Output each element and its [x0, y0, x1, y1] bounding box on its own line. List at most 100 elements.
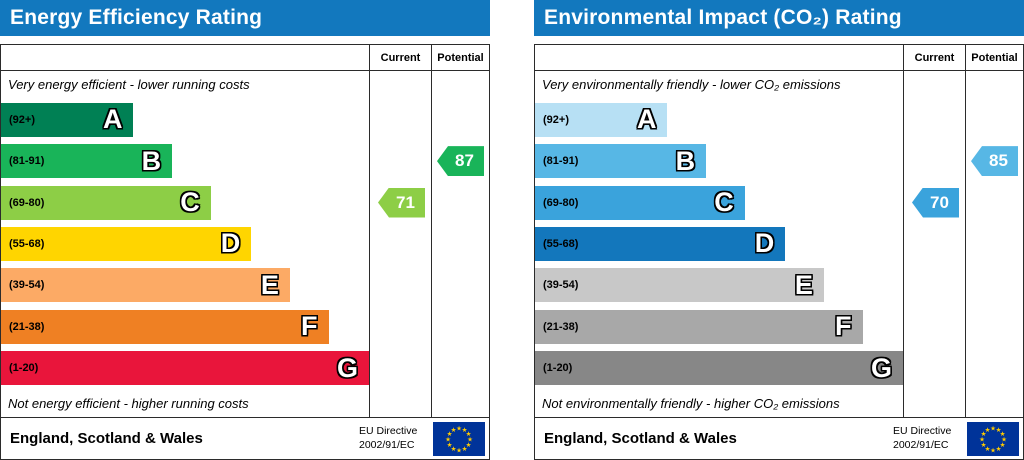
rating-band-a: (92+) A — [1, 99, 369, 140]
band-bar-a: (92+) A — [1, 102, 134, 137]
rating-band-b: (81-91) B — [535, 140, 903, 181]
band-bar-e: (39-54) E — [535, 268, 824, 303]
band-letter: A — [102, 104, 123, 135]
potential-rating-pointer: 87 — [437, 146, 484, 177]
svg-text:★: ★ — [981, 441, 987, 448]
region-label: England, Scotland & Wales — [10, 430, 203, 447]
band-range-label: (39-54) — [9, 279, 45, 292]
band-letter: A — [636, 104, 657, 135]
potential-column: 87 — [431, 71, 489, 417]
rating-bands: (92+) A (81-91) B (69-80) C — [1, 98, 369, 390]
svg-text:★: ★ — [456, 425, 462, 432]
svg-text:★: ★ — [996, 445, 1002, 452]
top-note: Very energy efficient - lower running co… — [8, 77, 250, 92]
rating-body: Very energy efficient - lower running co… — [1, 71, 489, 417]
band-zone: Very energy efficient - lower running co… — [1, 71, 369, 417]
band-bar-g: (1-20) G — [535, 351, 903, 386]
rating-band-e: (39-54) E — [1, 265, 369, 306]
eu-directive-line1: EU Directive — [893, 424, 952, 437]
potential-column: 85 — [965, 71, 1023, 417]
svg-text:★: ★ — [451, 426, 457, 433]
energy-efficiency-chart: Energy Efficiency Rating Current Potenti… — [0, 0, 490, 460]
band-letter: F — [301, 311, 318, 342]
rating-band-e: (39-54) E — [535, 265, 903, 306]
band-letter: C — [180, 187, 200, 218]
svg-text:★: ★ — [467, 436, 473, 443]
band-letter: B — [675, 145, 696, 176]
band-bar-f: (21-38) F — [1, 309, 329, 344]
rating-bands: (92+) A (81-91) B (69-80) C — [535, 98, 903, 390]
band-bar-e: (39-54) E — [1, 268, 290, 303]
band-range-label: (92+) — [543, 113, 569, 126]
svg-text:★: ★ — [990, 425, 996, 432]
svg-text:★: ★ — [1000, 441, 1006, 448]
footer: England, Scotland & Wales EU Directive 2… — [535, 417, 1023, 459]
band-letter: D — [220, 228, 241, 259]
eu-flag-cell: ★ ★ ★ ★ ★ ★ ★ ★ ★ ★ ★ ★ — [963, 421, 1023, 456]
column-header-row: Current Potential — [535, 45, 1023, 71]
bottom-note: Not energy efficient - higher running co… — [8, 396, 249, 411]
current-column-header: Current — [369, 45, 431, 70]
band-bar-a: (92+) A — [535, 102, 668, 137]
rating-band-c: (69-80) C — [1, 182, 369, 223]
rating-band-f: (21-38) F — [535, 306, 903, 347]
potential-column-header: Potential — [965, 45, 1023, 70]
band-range-label: (55-68) — [543, 237, 579, 250]
band-range-label: (1-20) — [9, 362, 39, 375]
current-rating-pointer: 70 — [912, 187, 959, 218]
band-range-label: (81-91) — [9, 155, 45, 168]
band-letter: B — [141, 145, 162, 176]
potential-rating-pointer: 85 — [971, 146, 1018, 177]
environmental-impact-chart: Environmental Impact (CO₂) Rating Curren… — [534, 0, 1024, 460]
band-range-label: (69-80) — [9, 196, 45, 209]
svg-text:★: ★ — [451, 445, 457, 452]
header-spacer — [1, 45, 369, 70]
eu-directive-label: EU Directive 2002/91/EC — [893, 425, 963, 452]
band-range-label: (39-54) — [543, 279, 579, 292]
chart-title: Environmental Impact (CO₂) Rating — [534, 0, 1024, 36]
band-bar-g: (1-20) G — [1, 351, 369, 386]
potential-column-header: Potential — [431, 45, 489, 70]
svg-text:★: ★ — [456, 447, 462, 454]
svg-text:★: ★ — [447, 441, 453, 448]
band-bar-d: (55-68) D — [535, 226, 786, 261]
rating-band-a: (92+) A — [535, 99, 903, 140]
band-letter: G — [870, 352, 892, 383]
svg-text:★: ★ — [466, 430, 472, 437]
band-range-label: (1-20) — [543, 362, 573, 375]
rating-band-g: (1-20) G — [1, 348, 369, 389]
eu-directive-label: EU Directive 2002/91/EC — [359, 425, 429, 452]
band-letter: F — [835, 311, 852, 342]
rating-body: Very environmentally friendly - lower CO… — [535, 71, 1023, 417]
svg-text:★: ★ — [1001, 436, 1007, 443]
rating-table: Current Potential Very energy efficient … — [0, 44, 490, 460]
band-range-label: (92+) — [9, 113, 35, 126]
eu-flag-icon: ★ ★★★★★★★★★★★ — [967, 421, 1019, 456]
region-label: England, Scotland & Wales — [544, 430, 737, 447]
svg-text:★: ★ — [985, 445, 991, 452]
band-bar-b: (81-91) B — [535, 144, 707, 179]
eu-directive-line2: 2002/91/EC — [359, 438, 415, 451]
rating-band-d: (55-68) D — [535, 223, 903, 264]
current-column: 71 — [369, 71, 431, 417]
svg-text:★: ★ — [445, 436, 451, 443]
band-range-label: (21-38) — [543, 320, 579, 333]
rating-band-b: (81-91) B — [1, 140, 369, 181]
band-letter: E — [260, 269, 279, 300]
eu-flag-icon: ★ ★★★★★★★★★★★ — [433, 421, 485, 456]
band-range-label: (21-38) — [9, 320, 45, 333]
current-column: 70 — [903, 71, 965, 417]
rating-table: Current Potential Very environmentally f… — [534, 44, 1024, 460]
eu-directive-line2: 2002/91/EC — [893, 438, 949, 451]
rating-band-d: (55-68) D — [1, 223, 369, 264]
band-bar-f: (21-38) F — [535, 309, 863, 344]
band-bar-c: (69-80) C — [535, 185, 745, 220]
band-letter: D — [754, 228, 775, 259]
svg-text:★: ★ — [996, 426, 1002, 433]
header-spacer — [535, 45, 903, 70]
band-range-label: (55-68) — [9, 237, 45, 250]
footer: England, Scotland & Wales EU Directive 2… — [1, 417, 489, 459]
bottom-note: Not environmentally friendly - higher CO… — [542, 396, 840, 411]
svg-text:★: ★ — [979, 436, 985, 443]
band-range-label: (81-91) — [543, 155, 579, 168]
